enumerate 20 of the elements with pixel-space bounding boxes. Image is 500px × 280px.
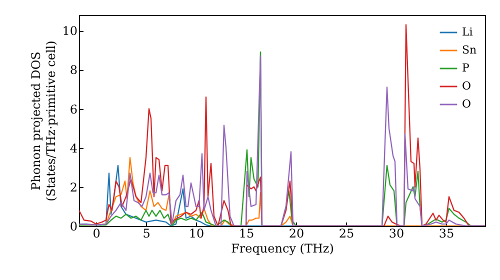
- x-tick-label: 35: [438, 226, 454, 240]
- y-tick-label: 4: [70, 141, 78, 156]
- legend-label: O: [462, 80, 472, 92]
- y-tick-label: 10: [62, 24, 78, 38]
- x-tick-label: 5: [142, 226, 150, 240]
- y-tick-label: 6: [70, 102, 78, 116]
- y-tick-label: 8: [70, 63, 78, 78]
- x-tick-label: 15: [238, 226, 254, 240]
- x-tick-label: 30: [388, 226, 404, 240]
- legend-label: P: [462, 62, 470, 74]
- legend-label: O: [462, 98, 472, 110]
- legend-label: Sn: [462, 44, 477, 56]
- x-tick-label: 20: [288, 226, 304, 240]
- x-axis-title: Frequency (THz): [231, 242, 334, 256]
- y-tick-label: 2: [70, 180, 78, 194]
- x-tick-label: 0: [92, 226, 100, 240]
- x-tick-label: 25: [338, 226, 354, 240]
- legend-label: Li: [462, 26, 474, 38]
- x-tick-label: 10: [188, 226, 204, 240]
- y-axis-title: Phonon projected DOS (States/THz·primitive cell): [29, 40, 58, 202]
